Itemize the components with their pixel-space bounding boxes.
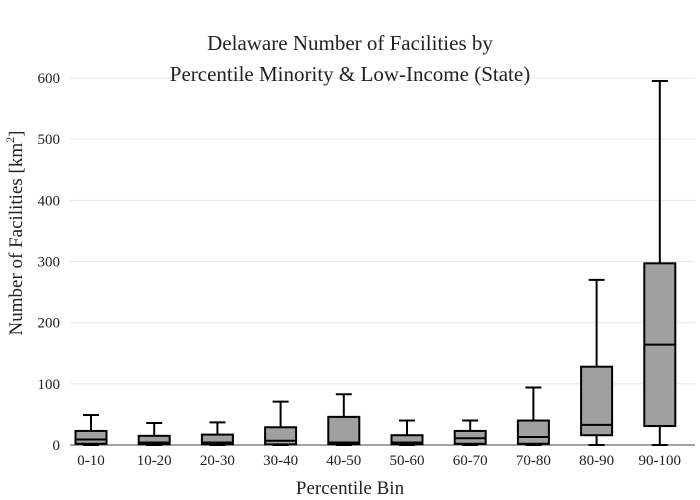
y-tick-label: 400	[38, 193, 61, 209]
x-tick-label: 40-50	[326, 453, 361, 469]
y-tick-label: 200	[38, 316, 61, 332]
gridlines	[70, 77, 695, 446]
y-tick-label: 100	[38, 377, 61, 393]
iqr-box	[74, 429, 108, 445]
box-10-20	[137, 421, 171, 446]
box-90-100	[643, 80, 677, 446]
y-tick-label: 300	[38, 255, 61, 271]
box-80-90	[580, 278, 614, 446]
x-tick-label: 80-90	[579, 453, 614, 469]
box-40-50	[327, 393, 361, 446]
x-tick-label: 70-80	[516, 453, 551, 469]
x-tick-label: 20-30	[200, 453, 235, 469]
y-tick-label: 600	[38, 71, 61, 87]
iqr-box	[516, 419, 550, 445]
box-70-80	[516, 386, 550, 446]
y-axis-label-end: ]	[6, 131, 27, 137]
chart-title-line-1: Delaware Number of Facilities by	[207, 31, 493, 55]
iqr-box	[580, 365, 614, 437]
x-axis-label: Percentile Bin	[296, 478, 405, 499]
iqr-box	[200, 433, 234, 446]
box-30-40	[264, 400, 298, 446]
x-tick-label: 10-20	[137, 453, 172, 469]
y-tick-label: 500	[38, 132, 61, 148]
boxes	[74, 80, 677, 446]
y-axis-label-main: Number of Facilities [km	[6, 143, 27, 336]
iqr-box	[264, 426, 298, 446]
x-tick-label: 60-70	[453, 453, 488, 469]
y-axis-label: Number of Facilities [km2]	[3, 131, 27, 336]
x-tick-label: 50-60	[390, 453, 425, 469]
box-0-10	[74, 414, 108, 446]
x-axis-ticks: 0-10 10-20 20-30 30-40 40-50 50-60 60-70 70-80 8…	[77, 453, 681, 469]
iqr-box	[390, 434, 424, 446]
x-tick-label: 0-10	[77, 453, 105, 469]
box-60-70	[453, 419, 487, 446]
box-50-60	[390, 419, 424, 446]
chart-title-line-2: Percentile Minority & Low-Income (State)	[170, 62, 530, 86]
iqr-box	[137, 434, 171, 446]
y-tick-label: 0	[53, 438, 61, 454]
box-20-30	[200, 421, 234, 446]
y-axis-ticks: 0 100 200 300 400 500 600	[38, 71, 61, 454]
y-axis-label-superscript: 2	[3, 137, 17, 143]
x-tick-label: 90-100	[639, 453, 682, 469]
x-tick-label: 30-40	[263, 453, 298, 469]
iqr-box	[327, 415, 361, 446]
